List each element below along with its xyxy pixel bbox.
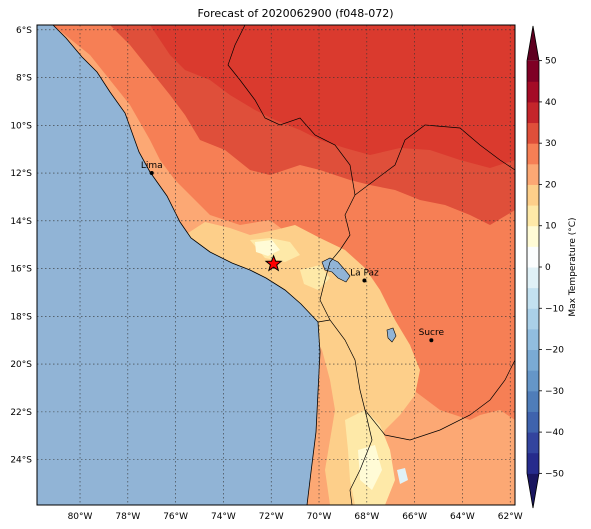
city-label: Sucre bbox=[419, 328, 445, 338]
lon-tick-label: 72°W bbox=[259, 512, 284, 522]
lon-tick-label: 66°W bbox=[402, 512, 427, 522]
colorbar-band bbox=[527, 122, 539, 144]
city-layer: Lima La Paz Sucre bbox=[141, 161, 445, 343]
colorbar bbox=[526, 25, 540, 509]
latitude-labels: 6°S 8°S 10°S 12°S 14°S 16°S 18°S 20°S 22°S 24°S bbox=[10, 26, 32, 466]
colorbar-band bbox=[527, 205, 539, 227]
colorbar-band bbox=[527, 267, 539, 289]
colorbar-band bbox=[527, 60, 539, 82]
lat-tick-label: 14°S bbox=[10, 217, 32, 227]
city-label: La Paz bbox=[350, 269, 379, 279]
colorbar-band bbox=[527, 308, 539, 330]
city-dot bbox=[429, 338, 434, 343]
colorbar-tick-label: −30 bbox=[545, 387, 564, 397]
colorbar-band bbox=[527, 81, 539, 103]
lat-tick-label: 8°S bbox=[16, 74, 32, 84]
colorbar-band bbox=[527, 411, 539, 433]
colorbar-band bbox=[527, 101, 539, 124]
map-area: Lima La Paz Sucre bbox=[37, 25, 515, 505]
lat-tick-label: 10°S bbox=[10, 121, 32, 131]
colorbar-band bbox=[527, 163, 539, 185]
lon-tick-label: 76°W bbox=[163, 512, 188, 522]
colorbar-label: Max Temperature (°C) bbox=[568, 217, 578, 316]
colorbar-ticks: 50 40 30 20 10 0 −10 −20 −30 −40 −50 bbox=[539, 57, 564, 479]
colorbar-tick-label: 40 bbox=[545, 98, 557, 108]
red-star-marker bbox=[264, 254, 283, 272]
lon-tick-label: 64°W bbox=[450, 512, 475, 522]
colorbar-tick-label: 30 bbox=[545, 139, 557, 149]
lon-tick-label: 70°W bbox=[307, 512, 332, 522]
colorbar-band bbox=[527, 452, 539, 474]
colorbar-band bbox=[527, 287, 539, 309]
lat-tick-label: 22°S bbox=[10, 408, 32, 418]
colorbar-tick-label: 10 bbox=[545, 222, 557, 232]
colorbar-band bbox=[527, 390, 539, 412]
lat-tick-label: 20°S bbox=[10, 360, 32, 370]
colorbar-tick-label: −20 bbox=[545, 346, 564, 356]
band-10-15 bbox=[300, 265, 330, 290]
lon-tick-label: 78°W bbox=[115, 512, 140, 522]
map-title: Forecast of 2020062900 (f048-072) bbox=[197, 7, 394, 20]
colorbar-band bbox=[527, 184, 539, 206]
city-dot bbox=[362, 278, 367, 283]
band-35-40 bbox=[150, 25, 515, 168]
colorbar-tick-label: 0 bbox=[545, 263, 551, 273]
colorbar-band bbox=[527, 225, 539, 247]
colorbar-band bbox=[527, 26, 539, 61]
band-5-10 bbox=[255, 240, 280, 256]
lake-poopo bbox=[386, 327, 397, 343]
longitude-labels: 80°W 78°W 76°W 74°W 72°W 70°W 68°W 66°W 64°W 62°W bbox=[68, 512, 523, 522]
colorbar-band bbox=[527, 328, 539, 351]
colorbar-tick-label: 50 bbox=[545, 57, 557, 67]
lon-tick-label: 62°W bbox=[498, 512, 523, 522]
city-label: Lima bbox=[141, 161, 163, 171]
lat-tick-label: 16°S bbox=[10, 265, 32, 275]
lat-tick-label: 18°S bbox=[10, 312, 32, 322]
colorbar-band bbox=[527, 349, 539, 371]
colorbar-band bbox=[527, 473, 539, 508]
colorbar-tick-label: −50 bbox=[545, 469, 564, 479]
city-dot bbox=[149, 171, 154, 176]
lon-tick-label: 68°W bbox=[354, 512, 379, 522]
colorbar-tick-label: −10 bbox=[545, 304, 564, 314]
colorbar-band bbox=[527, 370, 539, 392]
colorbar-tick-label: −40 bbox=[545, 428, 564, 438]
colorbar-band bbox=[527, 432, 539, 454]
lon-tick-label: 74°W bbox=[211, 512, 236, 522]
map-frame bbox=[36, 24, 516, 506]
band-5-10 bbox=[358, 445, 382, 490]
band-0-5 bbox=[397, 468, 408, 484]
lon-tick-label: 80°W bbox=[68, 512, 93, 522]
lat-tick-label: 24°S bbox=[10, 456, 32, 466]
lat-tick-label: 12°S bbox=[10, 169, 32, 179]
colorbar-band bbox=[527, 143, 539, 165]
coastline bbox=[52, 25, 321, 505]
lake-titicaca bbox=[321, 257, 351, 283]
lat-tick-label: 6°S bbox=[16, 26, 32, 36]
colorbar-tick-label: 20 bbox=[545, 180, 557, 190]
colorbar-band bbox=[527, 246, 539, 268]
graticule bbox=[37, 25, 515, 505]
